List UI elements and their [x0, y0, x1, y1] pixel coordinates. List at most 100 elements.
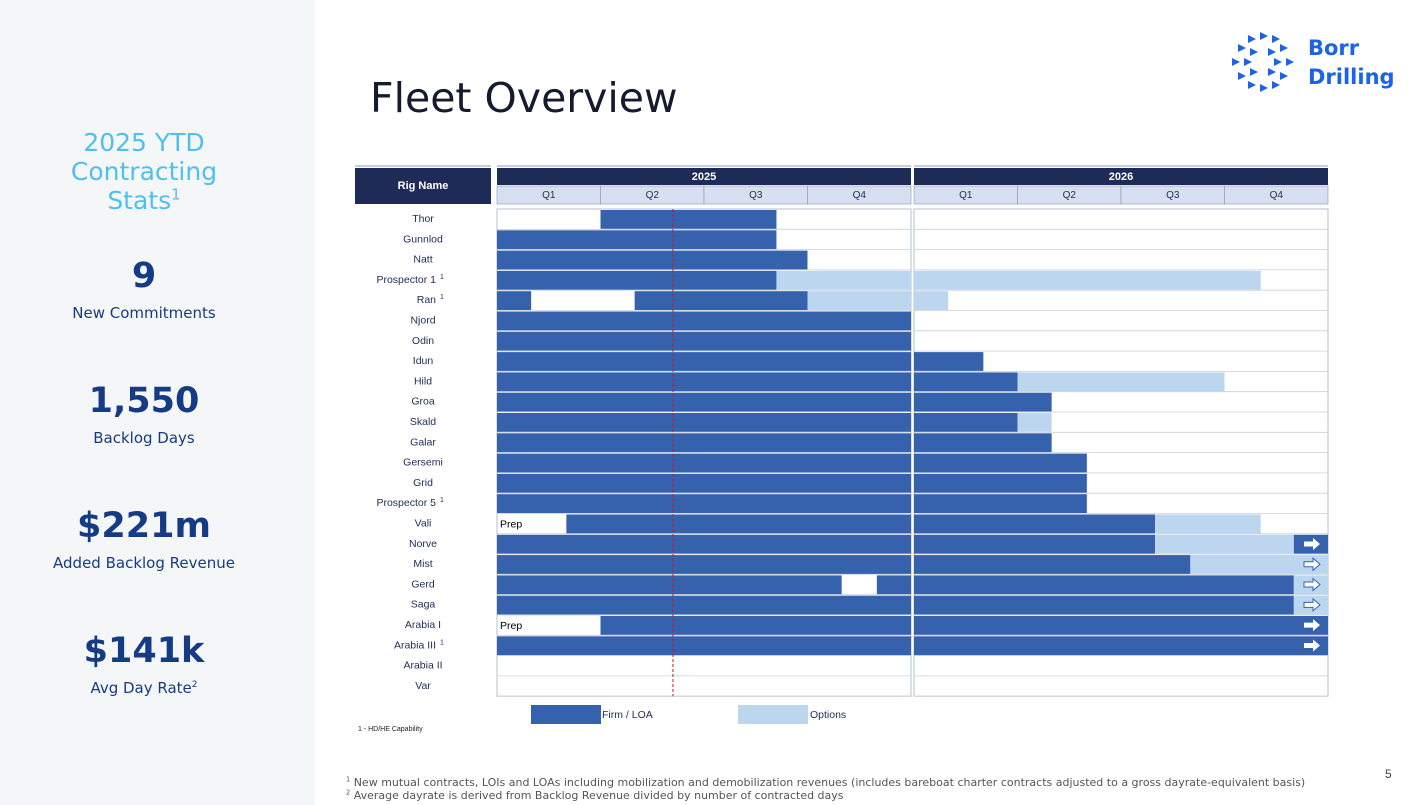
firm-bar-groa — [497, 392, 911, 412]
stat-backlog-days: 1,550 Backlog Days — [0, 381, 288, 447]
stat-value: 1,550 — [88, 381, 200, 421]
quarter-label-2026-Q4: Q4 — [1270, 190, 1284, 201]
firm-bar-arabia-i — [600, 616, 911, 635]
stat-avg-day-rate: $141k Avg Day Rate2 — [0, 631, 288, 697]
stats-heading-line-3: Stats — [107, 186, 172, 215]
logo-text-line-2: Drilling — [1308, 65, 1395, 89]
firm-bar-mist — [914, 555, 1191, 574]
quarter-label-2025-Q4: Q4 — [853, 190, 867, 201]
firm-bar-idun — [497, 352, 911, 371]
rig-name-njord: Njord — [410, 315, 435, 327]
stat-label: Added Backlog Revenue — [53, 554, 235, 572]
year-label-2025: 2025 — [692, 171, 716, 183]
rig-name-header-label: Rig Name — [398, 180, 449, 192]
quarter-cell-2025-Q4 — [807, 185, 912, 205]
rig-name-footnote-mark: 1 — [440, 274, 444, 281]
firm-bar-ran — [634, 291, 808, 310]
continuation-arrow-icon — [1304, 619, 1320, 632]
rig-name-prospector-5: Prospector 5 — [376, 497, 436, 509]
stat-value: 9 — [131, 256, 157, 296]
capability-note: 1 - HD/HE Capability — [358, 726, 423, 733]
stat-label: Backlog Days — [93, 429, 195, 447]
logo-text-line-1: Borr — [1308, 36, 1360, 60]
company-logo: Borr Drilling — [1230, 32, 1395, 94]
firm-bar-ran — [497, 291, 532, 310]
firm-bar-grid — [497, 473, 911, 493]
stat-label: New Commitments — [72, 304, 216, 322]
stat-footnote-mark: 2 — [191, 680, 198, 690]
year-label-2026: 2026 — [1109, 171, 1133, 183]
rig-name-odin: Odin — [412, 335, 434, 347]
firm-bar-arabia-i — [914, 616, 1328, 635]
firm-bar-njord — [497, 311, 911, 331]
stat-label: Avg Day Rate — [90, 679, 192, 697]
option-bar-norve — [1155, 534, 1294, 554]
firm-bar-vali — [566, 514, 911, 534]
firm-bar-gunnlod — [497, 230, 777, 250]
rig-name-header — [355, 168, 491, 204]
firm-bar-norve — [497, 534, 911, 554]
quarter-cell-2026-Q4 — [1224, 185, 1329, 205]
firm-bar-skald — [914, 413, 1018, 432]
firm-bar-grid — [914, 473, 1087, 493]
firm-bar-gerd — [876, 575, 911, 595]
firm-bar-thor — [600, 210, 777, 229]
firm-bar-groa — [914, 392, 1052, 412]
firm-bar-saga — [914, 595, 1294, 615]
firm-bar-saga — [497, 595, 911, 615]
fleet-gantt-chart: Rig Name 2025 Q1 Q2 Q3 Q4 2026 Q1 Q2 Q3 Q4 Thor Gunn… — [355, 165, 1329, 724]
rig-name-vali: Vali — [415, 518, 432, 530]
firm-bar-natt — [497, 250, 808, 270]
stats-heading: 2025 YTD Contracting Stats1 — [0, 128, 288, 215]
firm-bar-galar — [914, 433, 1052, 453]
page-title: Fleet Overview — [370, 74, 678, 122]
firm-bar-gersemi — [914, 453, 1087, 473]
firm-bar-prospector-1 — [497, 270, 777, 290]
legend-swatch-option — [738, 705, 808, 724]
legend-label-option: Options — [810, 709, 846, 721]
rig-name-arabia-ii: Arabia II — [403, 660, 442, 672]
rig-name-gersemi: Gersemi — [403, 457, 443, 469]
quarter-label-2025-Q1: Q1 — [542, 190, 556, 201]
stats-heading-line-2: Contracting — [70, 157, 218, 186]
rig-name-natt: Natt — [413, 254, 432, 266]
legend-label-firm: Firm / LOA — [602, 709, 653, 721]
rig-name-prospector-1: Prospector 1 — [376, 274, 436, 286]
continuation-outline-arrow-icon — [1303, 597, 1321, 612]
continuation-outline-arrow-icon — [1303, 557, 1321, 572]
rig-name-footnote-mark: 1 — [440, 294, 444, 301]
rig-name-thor: Thor — [412, 213, 434, 225]
footnote-text: Average dayrate is derived from Backlog … — [353, 789, 844, 802]
firm-bar-arabia-iii — [914, 636, 1328, 656]
rig-name-saga: Saga — [411, 599, 436, 611]
rig-name-arabia-i: Arabia I — [405, 619, 441, 631]
stats-heading-footnote-mark: 1 — [171, 185, 181, 204]
option-bar-prospector-1 — [776, 270, 911, 290]
firm-bar-hild — [914, 372, 1018, 392]
year-header-2026 — [914, 168, 1328, 185]
stats-sidebar: 2025 YTD Contracting Stats1 9 New Commit… — [0, 0, 315, 805]
rig-name-footnote-mark: 1 — [440, 497, 444, 504]
footnote-1: 1 New mutual contracts, LOIs and LOAs in… — [346, 776, 1305, 789]
firm-bar-odin — [497, 331, 911, 351]
option-bar-prospector-1 — [914, 270, 1261, 290]
quarter-label-2026-Q2: Q2 — [1063, 190, 1077, 201]
rig-name-galar: Galar — [410, 436, 436, 448]
firm-bar-norve — [914, 534, 1156, 554]
firm-bar-gersemi — [497, 453, 911, 473]
continuation-outline-arrow-icon — [1303, 577, 1321, 592]
option-bar-ran — [914, 291, 949, 310]
stats-heading-line-1: 2025 YTD — [83, 128, 205, 157]
stat-added-backlog-revenue: $221m Added Backlog Revenue — [0, 506, 288, 572]
quarter-label-2025-Q2: Q2 — [646, 190, 660, 201]
continuation-arrow-icon — [1304, 537, 1320, 550]
borr-logo-icon — [1232, 32, 1294, 92]
stat-value: $221m — [77, 506, 211, 546]
option-bar-ran — [807, 291, 911, 310]
year-header-2025 — [497, 168, 911, 185]
footnote-mark: 1 — [346, 775, 351, 784]
firm-bar-idun — [914, 352, 984, 371]
firm-bar-skald — [497, 413, 911, 432]
quarter-label-2025-Q3: Q3 — [749, 190, 763, 201]
firm-bar-vali — [914, 514, 1156, 534]
